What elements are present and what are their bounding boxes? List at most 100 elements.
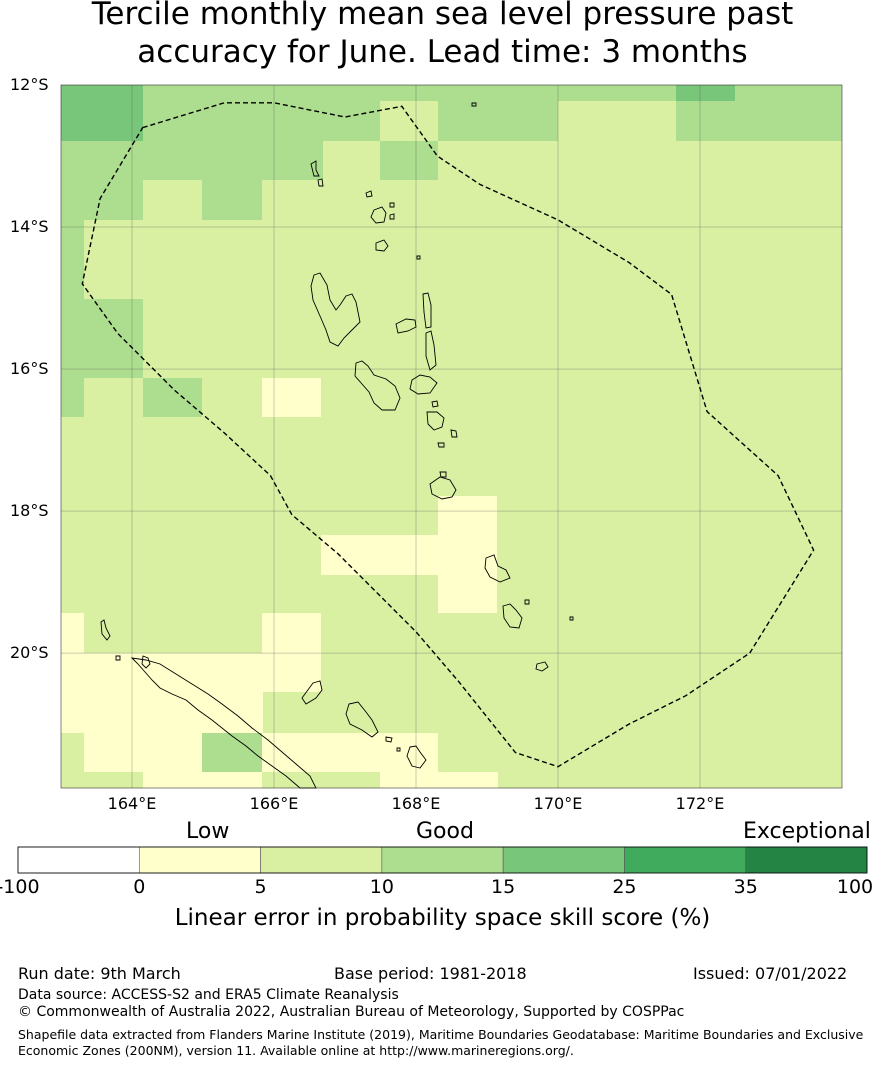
island-coastline: [310, 272, 361, 347]
colorbar-tick-label: 100: [836, 876, 874, 898]
issued-date: Issued: 07/01/2022: [693, 964, 848, 983]
island-coastline: [317, 178, 324, 187]
category-exceptional-label: Exceptional: [743, 819, 871, 844]
colorbar-tick-label: 5: [254, 876, 267, 898]
island-coastline: [484, 554, 511, 583]
skill-cell: [61, 613, 84, 653]
colorbar-segment: [745, 846, 868, 874]
colorbar-frame: [17, 846, 868, 874]
skill-cell: [61, 299, 143, 378]
island-coastline: [389, 202, 395, 208]
island-coastline: [535, 661, 549, 672]
island-coastline: [425, 330, 437, 371]
colorbar-segment: [17, 846, 140, 874]
skill-grid-cells: [61, 85, 842, 788]
longitude-label: 164°E: [107, 794, 157, 813]
island-coastline: [502, 603, 523, 629]
coastlines: [100, 102, 574, 789]
colorbar-tick-label: 35: [733, 876, 758, 898]
island-coastline: [301, 680, 323, 705]
island-coastline: [115, 655, 121, 661]
island-coastline: [354, 360, 401, 411]
island-coastline: [130, 657, 317, 789]
skill-cell: [143, 772, 262, 788]
colorbar-segment: [624, 846, 747, 874]
run-date: Run date: 9th March: [18, 964, 181, 983]
skill-cell: [61, 141, 323, 180]
longitude-label: 172°E: [675, 794, 725, 813]
island-coastline: [310, 160, 320, 177]
island-coastline: [141, 655, 151, 669]
eez-boundary: [81, 102, 815, 768]
island-coastline: [524, 599, 530, 605]
skill-cell: [202, 180, 262, 220]
skill-cell: [143, 101, 380, 141]
island-coastline: [395, 318, 417, 334]
latitude-label: 14°S: [10, 217, 49, 237]
copyright-notice: © Commonwealth of Australia 2022, Austra…: [18, 1004, 685, 1020]
skill-cell: [438, 496, 497, 536]
shapefile-credit-line2: Economic Zones (200NM), version 11. Avai…: [18, 1043, 574, 1058]
colorbar-tick-label: 0: [133, 876, 146, 898]
skill-cell: [735, 85, 842, 141]
island-coastline: [426, 411, 445, 431]
latitude-label: 18°S: [10, 501, 49, 521]
map-title-line2: accuracy for June. Lead time: 3 months: [137, 34, 748, 70]
skill-cell: [143, 85, 558, 101]
island-coastline: [385, 736, 393, 743]
skill-cell: [321, 535, 497, 575]
island-coastline: [365, 190, 373, 198]
skill-cell: [61, 653, 321, 692]
colorbar-tick-label: 10: [369, 876, 394, 898]
colorbar-segment: [381, 846, 504, 874]
skill-cell: [61, 378, 84, 417]
skill-cell: [676, 101, 735, 141]
latitude-label: 20°S: [10, 643, 49, 663]
skill-cell: [676, 85, 735, 101]
skill-cell: [61, 220, 84, 300]
island-coastline: [389, 213, 395, 220]
island-coastline: [406, 745, 427, 769]
skill-cell: [61, 692, 263, 733]
colorbar-tick-label: -100: [0, 876, 40, 898]
colorbar-title: Linear error in probability space skill …: [174, 905, 711, 931]
island-coastline: [450, 429, 458, 438]
skill-cell: [380, 101, 438, 141]
longitude-label: 166°E: [249, 794, 299, 813]
category-low-label: Low: [186, 819, 230, 844]
island-coastline: [375, 239, 389, 252]
skill-cell: [202, 733, 262, 772]
graticule: [61, 85, 842, 788]
island-coastline: [416, 255, 421, 260]
colorbar-tick-label: 25: [612, 876, 637, 898]
island-coastline: [422, 292, 432, 329]
longitude-label: 168°E: [391, 794, 441, 813]
skill-cell: [84, 733, 202, 772]
colorbar-segment: [138, 846, 261, 874]
island-coastline: [569, 616, 574, 621]
latitude-label: 12°S: [10, 75, 49, 94]
colorbar-tick-label: 15: [491, 876, 516, 898]
skill-cell: [380, 772, 498, 788]
skill-cell: [262, 613, 321, 653]
skill-cell: [438, 575, 497, 613]
category-good-label: Good: [416, 819, 474, 844]
skill-cell: [262, 733, 438, 772]
skill-cell: [380, 141, 438, 180]
island-coastline: [409, 374, 438, 395]
shapefile-credit-line1: Shapefile data extracted from Flanders M…: [18, 1027, 864, 1042]
skill-cell: [61, 180, 143, 220]
island-coastline: [437, 442, 445, 448]
colorbar-segment: [260, 846, 383, 874]
colorbar: [17, 846, 868, 874]
skill-cell: [438, 101, 558, 141]
longitude-label: 170°E: [533, 794, 583, 813]
data-source: Data source: ACCESS-S2 and ERA5 Climate …: [18, 987, 399, 1003]
latitude-label: 16°S: [10, 359, 49, 379]
colorbar-segment: [502, 846, 625, 874]
island-coastline: [100, 619, 111, 641]
map-frame: [60, 84, 843, 789]
island-coastline: [370, 206, 387, 224]
skill-cell: [262, 378, 321, 417]
